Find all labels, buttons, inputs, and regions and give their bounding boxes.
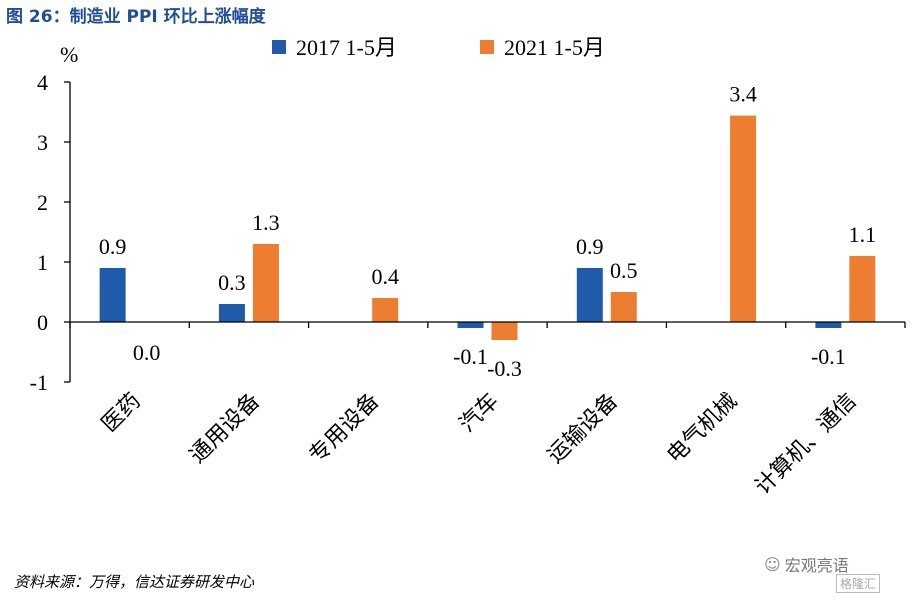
watermark-text: 宏观亮语 — [784, 556, 849, 575]
category-label-3: 汽车 — [455, 389, 504, 438]
brand-logo: 格隆汇 — [836, 574, 881, 593]
figure-title: 图 26：制造业 PPI 环比上涨幅度 — [6, 7, 266, 27]
bar-s1-c4 — [610, 292, 637, 322]
y-tick-label-3: 2 — [37, 190, 48, 215]
data-label-s0-c6: -0.1 — [811, 344, 846, 369]
bar-chart: 2017 1-5月 2021 1-5月 -1 0 1 2 3 4% 医药 通用设备 专用设备 汽车… — [30, 35, 906, 500]
chart-legend: 2017 1-5月 2021 1-5月 — [272, 35, 605, 60]
y-tick-label-5: 4 — [37, 70, 48, 95]
legend-swatch-0 — [272, 40, 286, 54]
data-label-s1-c2: 0.4 — [371, 264, 399, 289]
bar-s0-c1 — [218, 304, 245, 322]
y-tick-label-0: -1 — [30, 370, 48, 395]
data-label-s1-c5: 3.4 — [729, 82, 757, 107]
data-label-s1-c0: 0.0 — [133, 340, 161, 365]
bar-s0-c3 — [457, 322, 484, 328]
data-label-s0-c0: 0.9 — [99, 234, 127, 259]
data-label-s1-c6: 1.1 — [849, 222, 877, 247]
bar-s0-c4 — [576, 268, 603, 322]
category-label-1: 通用设备 — [185, 389, 265, 469]
data-labels-group: 0.9 0.3 -0.1 0.9 -0.1 0.0 1.3 0.4 -0.3 0.5 3.4 1.1 — [99, 82, 876, 381]
legend-label-0: 2017 1-5月 — [296, 35, 397, 60]
bar-s1-c1 — [252, 244, 279, 322]
category-label-5: 电气机械 — [662, 389, 742, 469]
y-axis: -1 0 1 2 3 4% — [30, 42, 79, 395]
bar-s1-c5 — [730, 115, 757, 322]
source-note: 资料来源：万得，信达证券研发中心 — [14, 573, 255, 591]
bars-group — [99, 115, 876, 340]
bar-s1-c6 — [849, 256, 876, 322]
legend-swatch-1 — [480, 40, 494, 54]
data-label-s0-c4: 0.9 — [576, 234, 604, 259]
legend-label-1: 2021 1-5月 — [504, 35, 605, 60]
bar-s1-c3 — [491, 322, 518, 340]
category-label-6: 计算机、通信 — [751, 389, 862, 500]
data-label-s1-c4: 0.5 — [610, 258, 638, 283]
data-label-s1-c3: -0.3 — [487, 356, 522, 381]
data-label-s1-c1: 1.3 — [252, 210, 280, 235]
category-label-2: 专用设备 — [305, 389, 385, 469]
bar-s0-c6 — [815, 322, 842, 328]
watermark: ☺ 宏观亮语 — [764, 552, 849, 576]
bar-s0-c0 — [99, 268, 126, 322]
y-tick-label-2: 1 — [37, 250, 48, 275]
y-tick-label-1: 0 — [37, 310, 48, 335]
bar-s1-c2 — [372, 298, 399, 322]
wechat-icon: ☺ — [764, 554, 781, 574]
category-label-4: 运输设备 — [543, 389, 623, 469]
data-label-s0-c3: -0.1 — [453, 344, 488, 369]
y-axis-unit: % — [60, 42, 78, 67]
category-label-0: 医药 — [97, 389, 146, 438]
y-tick-label-4: 3 — [37, 130, 48, 155]
data-label-s0-c1: 0.3 — [218, 270, 246, 295]
